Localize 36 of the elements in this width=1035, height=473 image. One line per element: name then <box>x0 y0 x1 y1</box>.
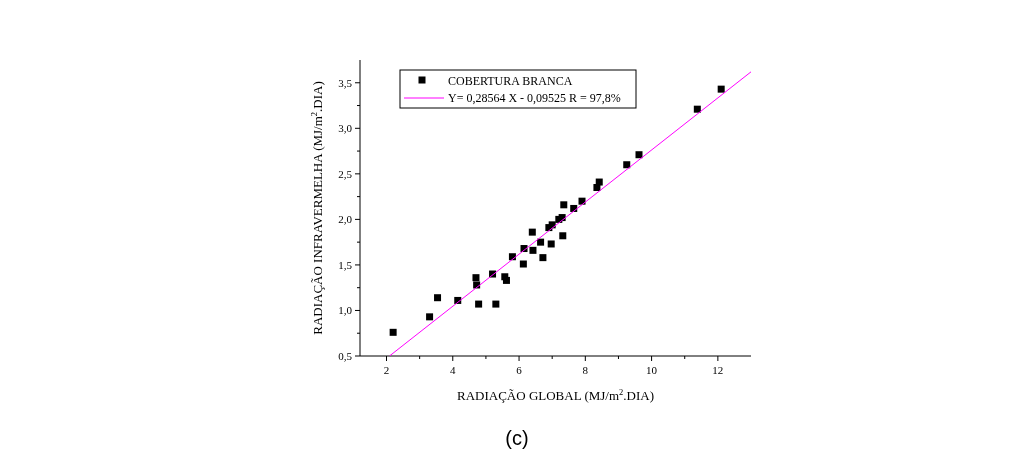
y-tick-label: 1,5 <box>338 258 353 271</box>
point <box>539 254 547 262</box>
point <box>635 151 643 159</box>
point <box>529 246 537 254</box>
x-axis-title: RADIAÇÃO GLOBAL (MJ/m$^{2}$.DIA) <box>457 387 654 403</box>
legend-label: Y= 0,28564 X - 0,09525 R = 97,8% <box>448 91 621 105</box>
x-tick-label: 2 <box>383 364 390 376</box>
point <box>519 260 527 268</box>
y-tick-label: 2,0 <box>338 213 353 226</box>
point <box>434 294 442 302</box>
y-tick-label: 3,0 <box>338 122 353 135</box>
y-tick-label: 2,5 <box>338 167 353 180</box>
y-tick-label: 0,5 <box>338 350 353 362</box>
legend-label: COBERTURA BRANCA <box>448 74 573 88</box>
text: (c) <box>505 427 529 449</box>
x-tick-label: 6 <box>516 364 523 376</box>
point <box>559 232 567 240</box>
point <box>389 328 397 336</box>
point <box>717 85 725 93</box>
x-tick-label: 8 <box>582 364 589 376</box>
x-tick-label: 4 <box>450 364 457 376</box>
y-tick-label: 1,0 <box>338 304 353 317</box>
point <box>547 240 555 248</box>
point <box>475 300 483 308</box>
point <box>560 201 568 209</box>
x-tick-label: 10 <box>646 364 658 376</box>
point <box>472 274 480 282</box>
point <box>492 300 500 308</box>
point <box>426 313 434 321</box>
point <box>537 238 545 246</box>
x-tick-label: 12 <box>712 364 724 376</box>
point <box>623 161 631 169</box>
point <box>528 228 536 236</box>
point <box>693 105 701 113</box>
point <box>595 178 603 186</box>
y-tick-label: 3,5 <box>338 76 353 89</box>
